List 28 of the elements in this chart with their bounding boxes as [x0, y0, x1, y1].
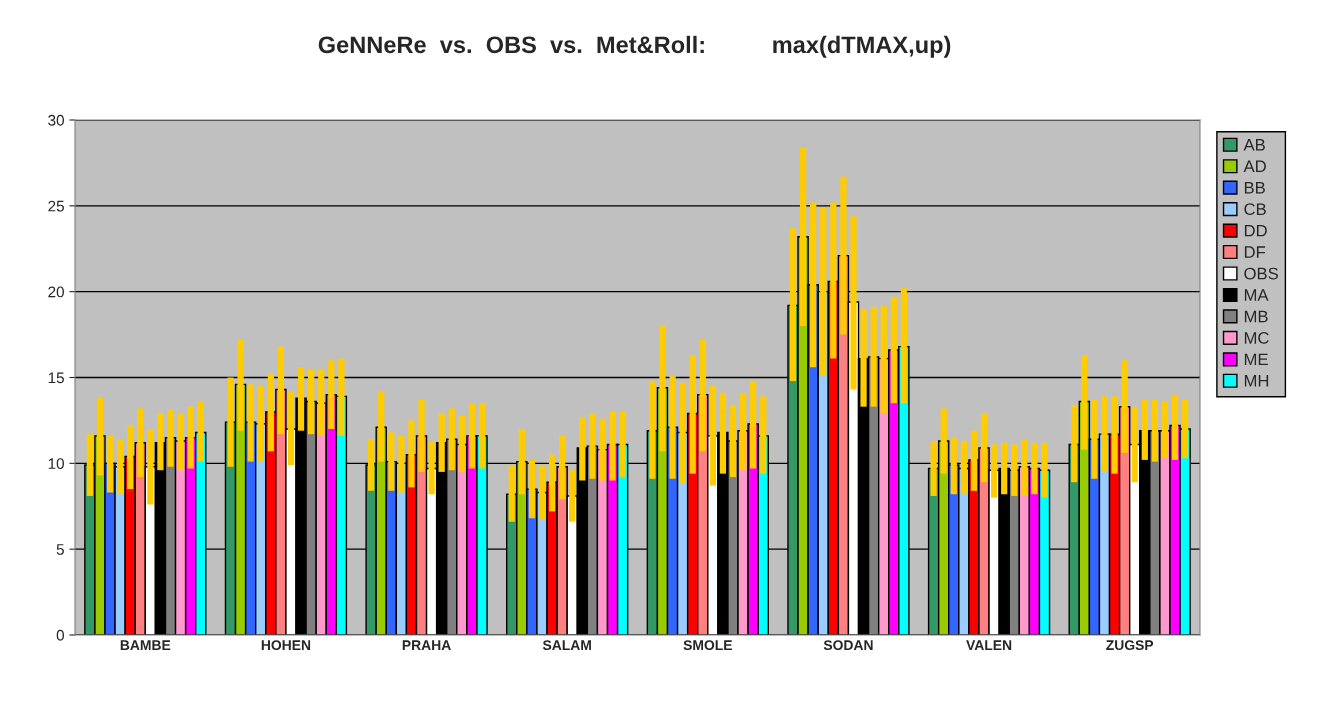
y-tick-label: 25	[48, 200, 64, 212]
y-tick-label: 15	[48, 372, 64, 384]
x-tick-label: SALAM	[542, 640, 591, 651]
x-tick-label: ZUGSP	[1106, 640, 1154, 651]
legend-label: MB	[1244, 310, 1268, 323]
legend-label: CB	[1244, 203, 1266, 216]
y-tick-label: 0	[56, 629, 64, 641]
x-tick-label: HOHEN	[261, 640, 311, 651]
y-tick-label: 20	[48, 286, 64, 298]
x-tick-label: SMOLE	[683, 640, 732, 651]
x-tick-label: SODAN	[823, 640, 873, 651]
legend-label: MC	[1244, 332, 1269, 344]
x-tick-label: VALEN	[966, 640, 1012, 650]
y-tick-label: 5	[56, 544, 64, 555]
legend-label: OBS	[1244, 267, 1278, 280]
legend-label: MH	[1244, 375, 1269, 387]
legend-label: AB	[1243, 139, 1265, 151]
legend-label: DD	[1244, 224, 1267, 237]
x-tick-label: PRAHA	[402, 640, 451, 650]
x-tick-label: BAMBE	[120, 640, 171, 650]
legend-label: MA	[1244, 289, 1269, 301]
chart-title: GeNNeRe vs. OBS vs. Met&Roll: max(dTMAX,up)	[318, 35, 951, 58]
legend-label: ME	[1244, 353, 1268, 366]
legend-label: DF	[1244, 246, 1266, 258]
legend-label: AD	[1243, 160, 1266, 172]
y-tick-label: 30	[48, 114, 64, 126]
y-tick-label: 10	[48, 458, 64, 470]
legend-label: BB	[1244, 181, 1265, 194]
